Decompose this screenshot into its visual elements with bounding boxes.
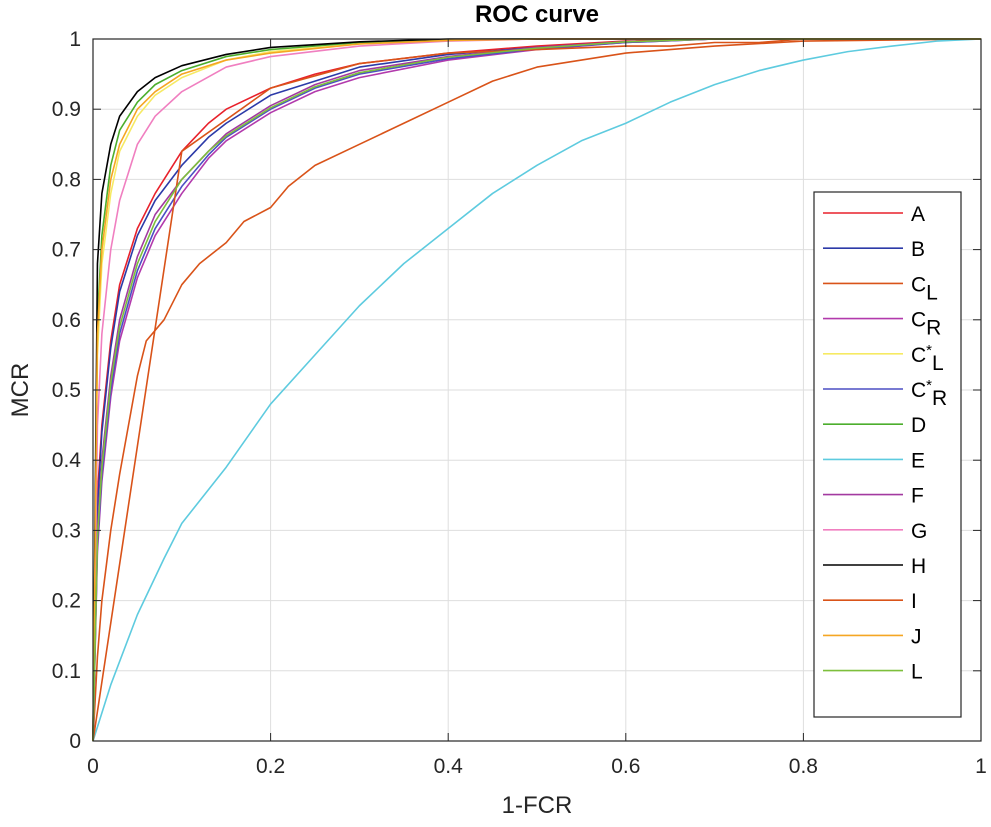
x-tick-label-0: 0 (87, 755, 99, 778)
x-axis-label: 1-FCR (502, 792, 573, 819)
legend-label-H: H (911, 555, 926, 578)
y-axis-label: MCR (7, 363, 34, 418)
legend-label-L: L (911, 661, 923, 684)
x-tick-label-1: 0.2 (256, 755, 285, 778)
legend-label-B: B (911, 238, 925, 261)
legend-label-D: D (911, 414, 926, 437)
x-axis-ticks: 0 0.2 0.4 0.6 0.8 1 (87, 39, 987, 778)
legend-label-J: J (911, 625, 922, 648)
x-tick-label-2: 0.4 (434, 755, 464, 778)
y-tick-label-7: 0.7 (52, 239, 81, 262)
legend-label-G: G (911, 520, 927, 543)
series-line-J (92, 38, 981, 742)
y-tick-label-10: 1 (69, 28, 81, 51)
series-line-E (92, 38, 982, 742)
series-line-G (92, 38, 981, 742)
x-tick-label-3: 0.6 (611, 755, 640, 778)
legend-label-F: F (911, 485, 924, 508)
legend-label-I: I (911, 590, 917, 613)
y-tick-label-0: 0 (69, 730, 81, 753)
series-line-CL (92, 38, 982, 742)
y-tick-label-3: 0.3 (52, 519, 81, 542)
y-tick-label-2: 0.2 (52, 590, 81, 613)
y-tick-label-1: 0.1 (52, 660, 81, 683)
legend-box (813, 191, 962, 718)
y-tick-label-4: 0.4 (52, 449, 82, 472)
chart-title: ROC curve (475, 1, 599, 28)
y-tick-label-6: 0.6 (52, 309, 81, 332)
x-tick-label-4: 0.8 (789, 755, 818, 778)
x-tick-label-5: 1 (975, 755, 987, 778)
legend-label-E: E (911, 449, 925, 472)
y-axis-ticks: 0 0.1 0.2 0.3 0.4 0.5 0.6 0.7 0.8 0.9 1 (52, 28, 981, 753)
y-tick-label-9: 0.9 (52, 98, 81, 121)
y-tick-label-5: 0.5 (52, 379, 81, 402)
y-tick-label-8: 0.8 (52, 168, 81, 191)
legend-label-A: A (911, 203, 925, 226)
